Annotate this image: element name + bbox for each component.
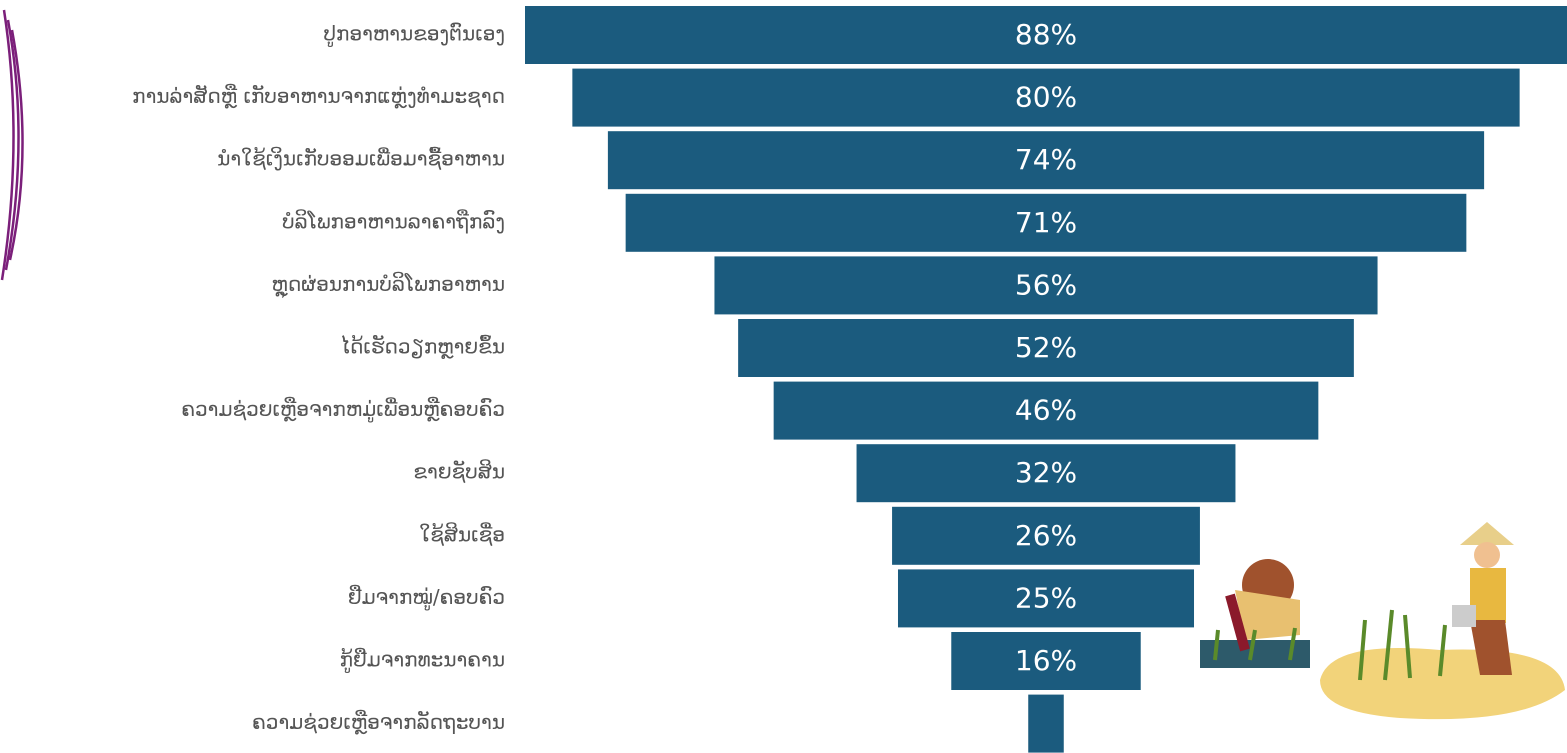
value-label: 52% (1015, 331, 1077, 364)
value-label: 16% (1015, 644, 1077, 677)
value-label: 88% (1015, 18, 1077, 51)
value-label: 71% (1015, 206, 1077, 239)
category-label: ໃຊ້ສິນເຊື່ອ (419, 522, 505, 546)
value-label: 56% (1015, 268, 1077, 301)
category-label: ການລ່າສັດຫຼື ເກັບອາຫານຈາກແຫຼ່ງທຳມະຊາດ (132, 84, 505, 109)
funnel-bar (773, 381, 1319, 440)
category-label: ຄວາມຊ່ວຍເຫຼືອຈາກລັດຖະບານ (252, 710, 505, 735)
funnel-bar (607, 131, 1485, 190)
funnel-bar (714, 256, 1378, 315)
category-label: ກູ້ຢືມຈາກທະນາຄານ (340, 647, 505, 673)
funnel-bar (897, 569, 1195, 628)
decoration-arc (0, 9, 24, 281)
category-label: ຄວາມຊ່ວຍເຫຼືອຈາກຫມູ່ເພື່ອນຫຼືຄອບຄົວ (181, 397, 505, 423)
category-label: ບໍລິໂພກອາຫານລາຄາຖືກລົງ (282, 209, 505, 233)
category-label: ຢືມຈາກໝູ່/ຄອບຄົວ (348, 585, 505, 611)
funnel-bar (892, 506, 1200, 565)
value-label: 25% (1015, 581, 1077, 614)
funnel-bar (951, 632, 1141, 690)
category-label: ໄດ້ເຮັດວຽກຫຼາຍຂຶ້ນ (340, 334, 505, 359)
value-label: 26% (1015, 519, 1077, 552)
category-label: ຂາຍຊັບສິນ (413, 459, 505, 483)
funnel-bar (1028, 694, 1064, 753)
category-label: ຫຼຸດຜ່ອນການບໍລິໂພກອາຫານ (272, 272, 505, 298)
value-label: 46% (1015, 394, 1077, 427)
funnel-bar (856, 444, 1236, 503)
value-label: 74% (1015, 143, 1077, 176)
category-label: ນຳໃຊ້ເງິນເກັບອອມເພື່ອມາຊື້ອາຫານ (217, 146, 505, 170)
farmers-illustration (1200, 522, 1565, 720)
value-label: 32% (1015, 456, 1077, 489)
funnel-bar (525, 6, 1567, 64)
funnel-bar (572, 68, 1520, 127)
value-label: 80% (1015, 81, 1077, 114)
funnel-bar (625, 193, 1467, 252)
category-label: ປູກອາຫານຂອງຕົນເອງ (324, 22, 505, 48)
funnel-bar (738, 319, 1354, 377)
